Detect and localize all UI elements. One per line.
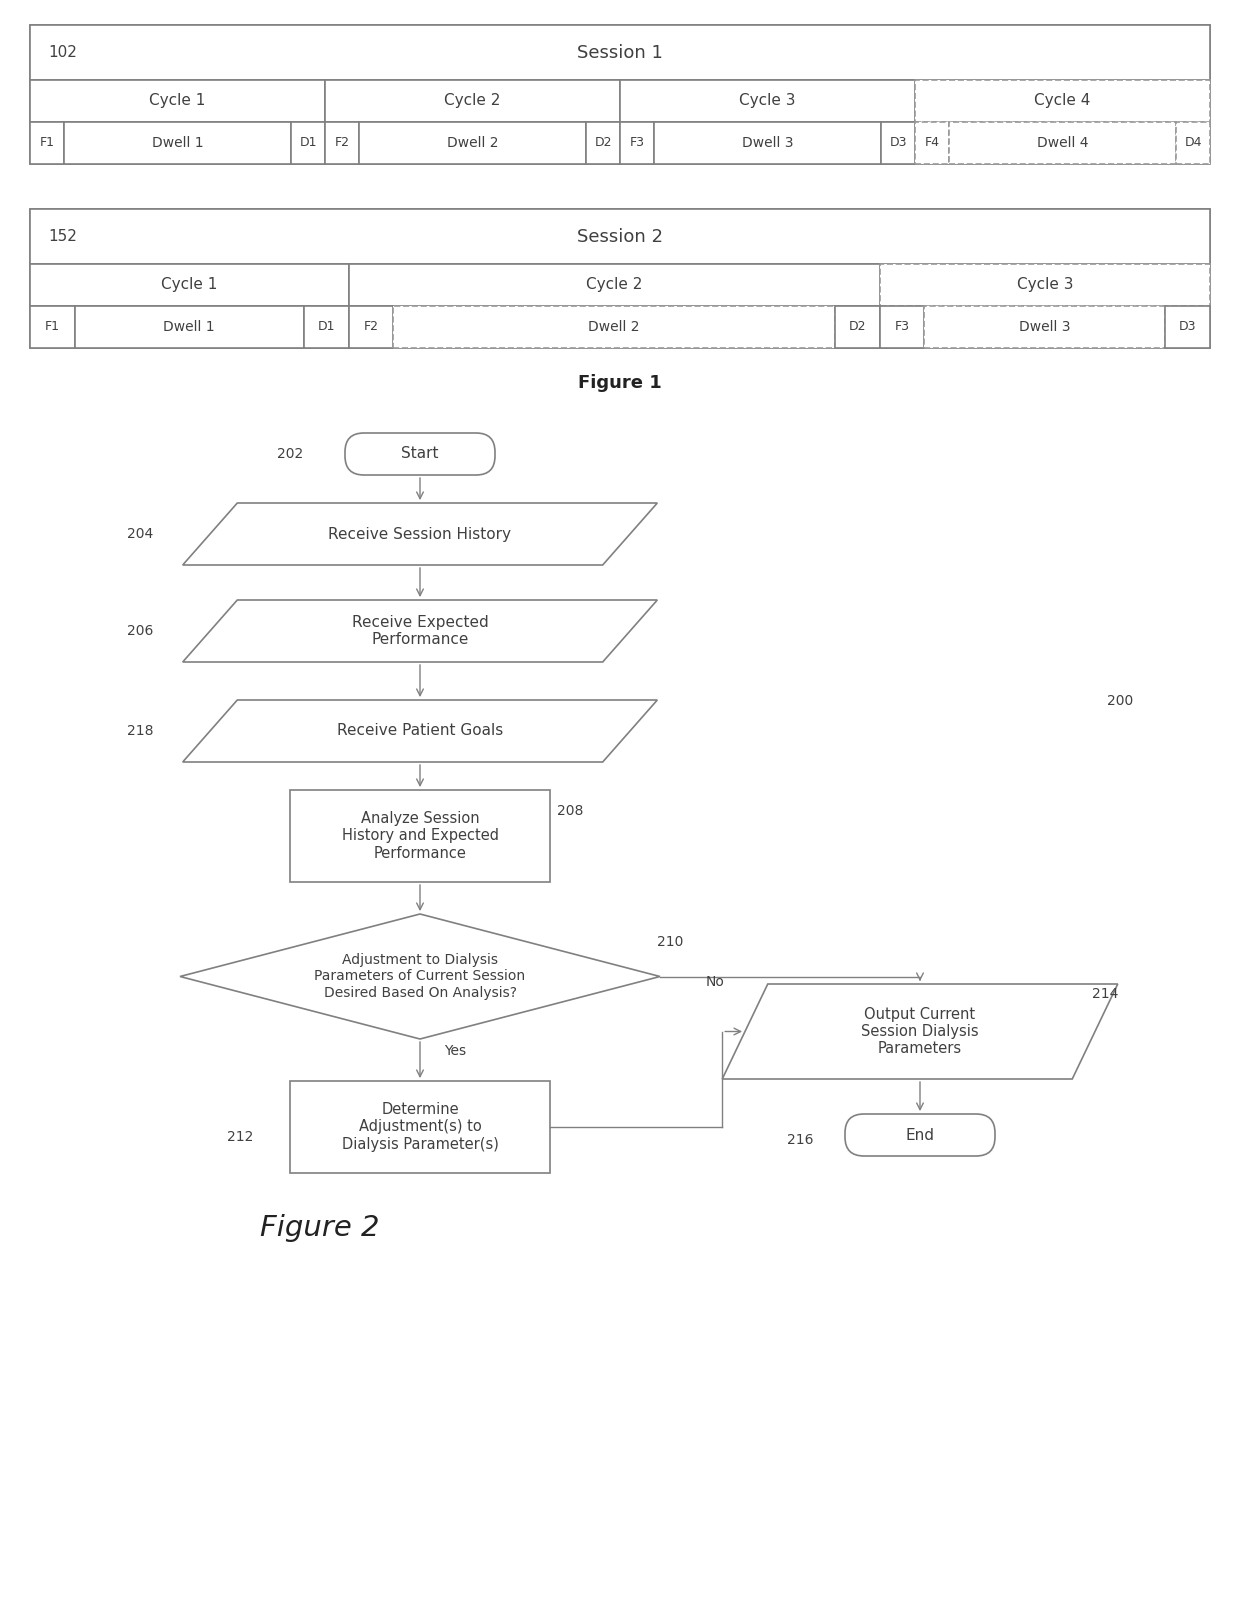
Text: Cycle 1: Cycle 1: [161, 278, 217, 292]
Text: 152: 152: [48, 230, 77, 244]
Text: 212: 212: [227, 1130, 253, 1144]
Text: F3: F3: [630, 136, 645, 149]
Text: Determine
Adjustment(s) to
Dialysis Parameter(s): Determine Adjustment(s) to Dialysis Para…: [341, 1103, 498, 1152]
Bar: [348, 307, 393, 348]
Bar: [30, 209, 1210, 348]
Text: Dwell 4: Dwell 4: [1037, 136, 1089, 149]
FancyBboxPatch shape: [844, 1114, 994, 1156]
Bar: [291, 122, 325, 164]
Text: F3: F3: [894, 321, 909, 334]
Text: 214: 214: [1091, 987, 1118, 1002]
Text: 204: 204: [126, 526, 153, 541]
Text: D1: D1: [299, 136, 316, 149]
Bar: [925, 307, 1166, 348]
Bar: [30, 80, 325, 122]
Bar: [393, 307, 835, 348]
Text: 218: 218: [126, 724, 154, 738]
Text: F4: F4: [925, 136, 940, 149]
Bar: [587, 122, 620, 164]
Text: F2: F2: [363, 321, 378, 334]
Text: F1: F1: [45, 321, 60, 334]
Text: Yes: Yes: [444, 1043, 466, 1058]
Text: Figure 2: Figure 2: [260, 1213, 379, 1242]
Text: Output Current
Session Dialysis
Parameters: Output Current Session Dialysis Paramete…: [862, 1006, 978, 1056]
Polygon shape: [180, 913, 660, 1038]
Bar: [348, 263, 879, 307]
Text: 216: 216: [786, 1133, 813, 1148]
Text: D3: D3: [1179, 321, 1197, 334]
Bar: [30, 307, 74, 348]
Text: End: End: [905, 1127, 935, 1143]
Text: Cycle 2: Cycle 2: [444, 93, 501, 109]
Text: Cycle 3: Cycle 3: [739, 93, 796, 109]
Bar: [879, 307, 925, 348]
Text: Dwell 1: Dwell 1: [164, 319, 215, 334]
Bar: [64, 122, 291, 164]
Text: 202: 202: [277, 448, 303, 461]
Polygon shape: [182, 600, 657, 661]
Bar: [358, 122, 587, 164]
Bar: [30, 263, 348, 307]
Text: Figure 1: Figure 1: [578, 374, 662, 392]
Bar: [30, 26, 1210, 80]
Text: Cycle 4: Cycle 4: [1034, 93, 1091, 109]
Text: Start: Start: [402, 446, 439, 462]
Text: Cycle 1: Cycle 1: [149, 93, 206, 109]
Bar: [290, 1082, 551, 1173]
Text: Session 1: Session 1: [577, 43, 663, 61]
Text: 206: 206: [126, 624, 154, 639]
Text: Session 2: Session 2: [577, 228, 663, 246]
Text: Receive Expected
Performance: Receive Expected Performance: [352, 615, 489, 647]
Text: D3: D3: [889, 136, 906, 149]
Text: Cycle 2: Cycle 2: [587, 278, 642, 292]
Bar: [879, 263, 1210, 307]
Bar: [653, 122, 882, 164]
Bar: [30, 122, 64, 164]
Text: Adjustment to Dialysis
Parameters of Current Session
Desired Based On Analysis?: Adjustment to Dialysis Parameters of Cur…: [315, 953, 526, 1000]
Text: No: No: [706, 974, 724, 989]
Bar: [74, 307, 304, 348]
Bar: [325, 80, 620, 122]
Bar: [30, 26, 1210, 164]
Text: Dwell 1: Dwell 1: [151, 136, 203, 149]
Text: 200: 200: [1107, 693, 1133, 708]
Bar: [1166, 307, 1210, 348]
Bar: [30, 209, 1210, 263]
Bar: [835, 307, 879, 348]
Bar: [915, 122, 949, 164]
Text: Dwell 3: Dwell 3: [1019, 319, 1070, 334]
Polygon shape: [182, 502, 657, 565]
Bar: [304, 307, 348, 348]
Bar: [325, 122, 358, 164]
Bar: [290, 790, 551, 883]
Text: D2: D2: [848, 321, 866, 334]
Text: D4: D4: [1184, 136, 1202, 149]
FancyBboxPatch shape: [345, 433, 495, 475]
Polygon shape: [182, 700, 657, 762]
Text: 208: 208: [557, 804, 583, 819]
Bar: [915, 80, 1210, 122]
Text: D1: D1: [317, 321, 335, 334]
Bar: [949, 122, 1176, 164]
Text: Receive Session History: Receive Session History: [329, 526, 511, 541]
Text: Analyze Session
History and Expected
Performance: Analyze Session History and Expected Per…: [341, 811, 498, 860]
Text: Dwell 2: Dwell 2: [446, 136, 498, 149]
Text: F2: F2: [335, 136, 350, 149]
Text: 210: 210: [657, 934, 683, 949]
Text: Cycle 3: Cycle 3: [1017, 278, 1073, 292]
Bar: [620, 122, 653, 164]
Text: Receive Patient Goals: Receive Patient Goals: [337, 724, 503, 738]
Text: 102: 102: [48, 45, 77, 59]
Polygon shape: [722, 984, 1117, 1079]
Bar: [1176, 122, 1210, 164]
Text: D2: D2: [594, 136, 611, 149]
Text: F1: F1: [40, 136, 55, 149]
Bar: [882, 122, 915, 164]
Text: Dwell 2: Dwell 2: [588, 319, 640, 334]
Text: Dwell 3: Dwell 3: [742, 136, 794, 149]
Bar: [620, 80, 915, 122]
